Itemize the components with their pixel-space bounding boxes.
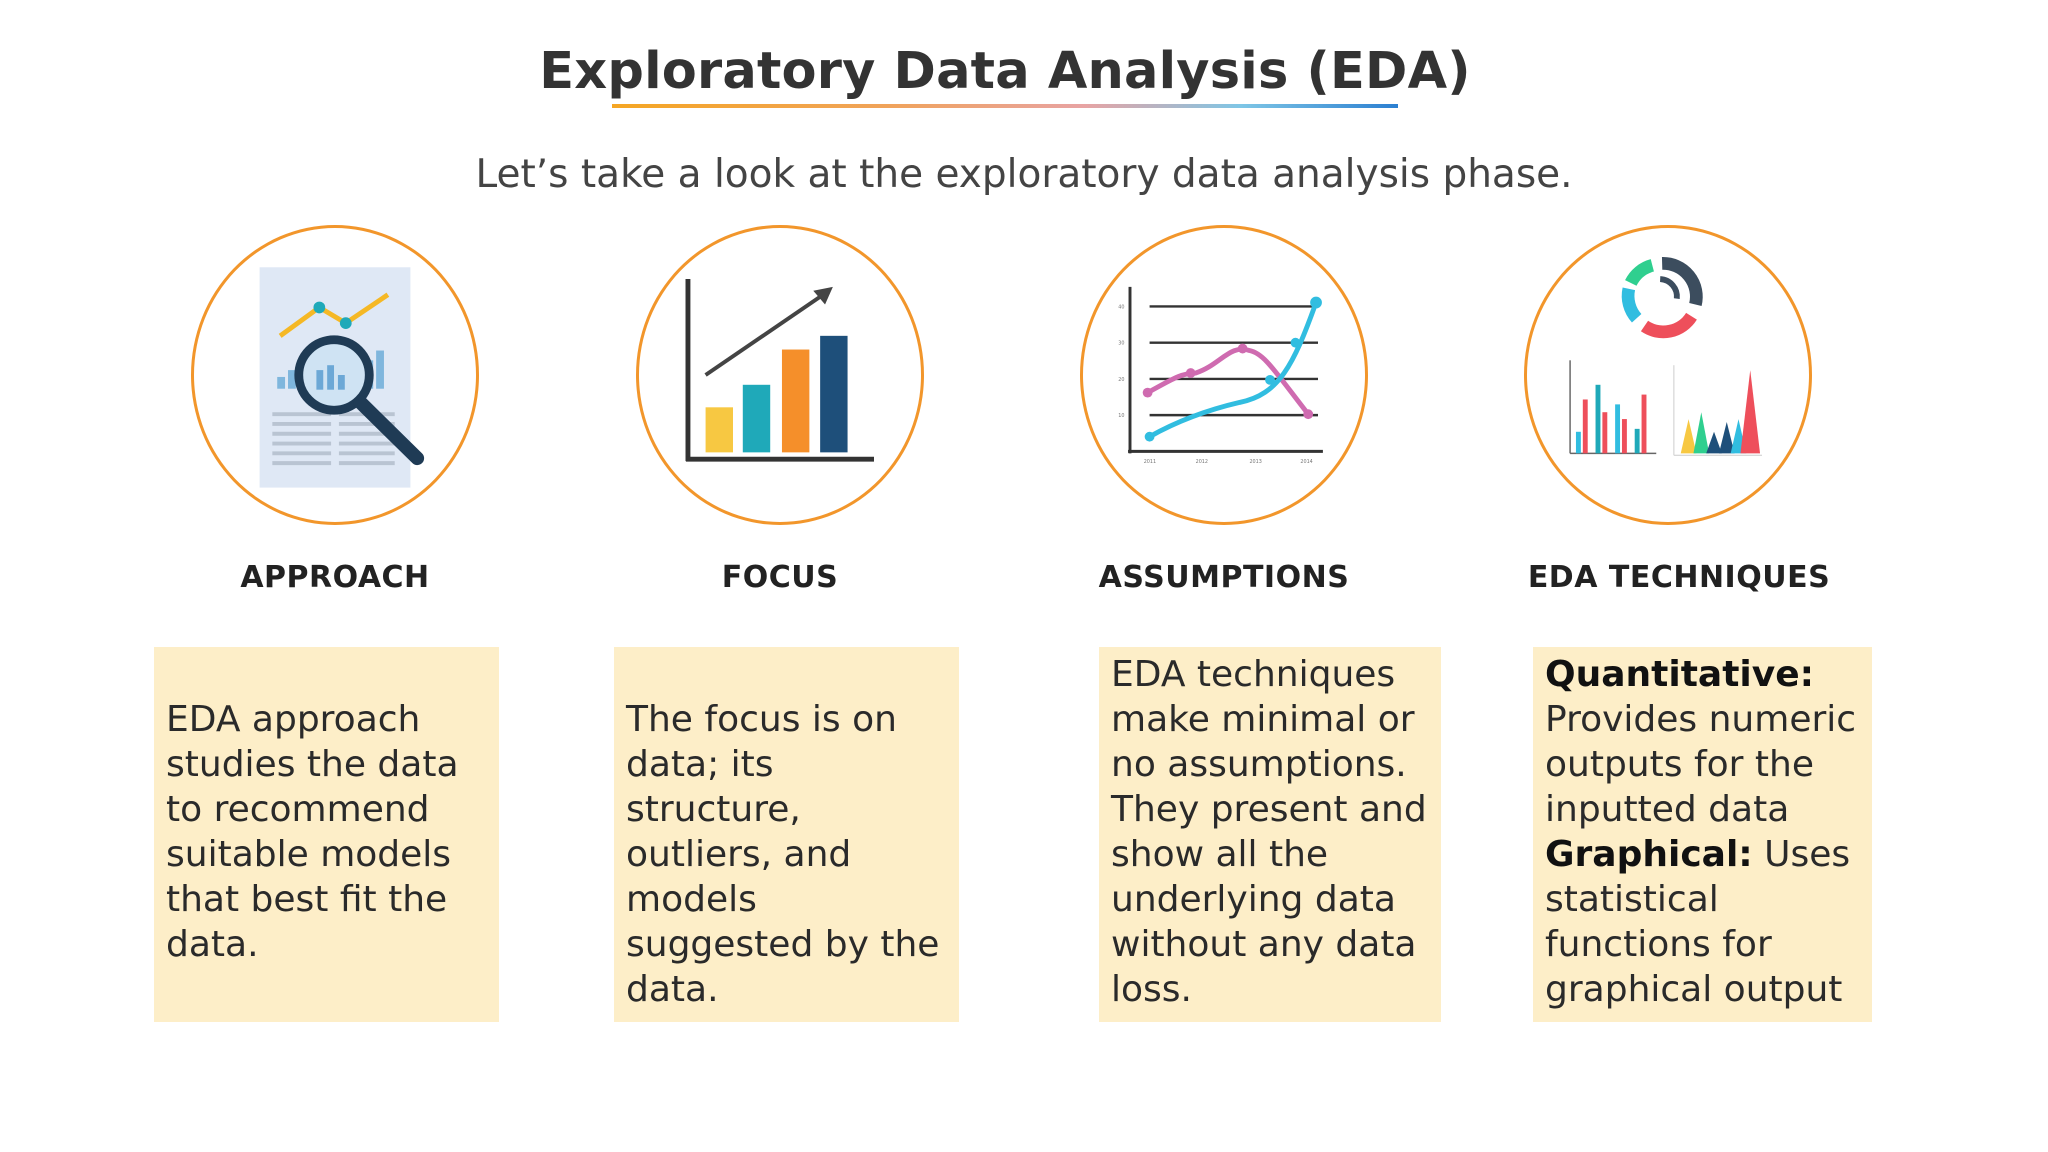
svg-text:30: 30	[1118, 341, 1124, 347]
focus-description-box: The focus is on data; its structure, out…	[614, 647, 959, 1022]
graphical-heading: Graphical:	[1545, 834, 1753, 875]
magnifying-glass-report-icon	[259, 267, 425, 488]
graphical-text: Uses statistical functions for graphical…	[1545, 834, 1851, 1010]
assumptions-description-box: EDA techniques make minimal or no assump…	[1099, 647, 1441, 1022]
page-title: Exploratory Data Analysis (EDA)	[539, 42, 1471, 101]
quantitative-heading: Quantitative:	[1545, 654, 1815, 695]
svg-text:2013: 2013	[1249, 459, 1261, 465]
eda-techniques-icon-ring	[1524, 225, 1812, 525]
focus-label: FOCUS	[721, 560, 839, 595]
growth-bar-chart-icon	[685, 279, 874, 462]
svg-text:2011: 2011	[1144, 459, 1156, 465]
title-underline	[612, 104, 1398, 108]
assumptions-label: ASSUMPTIONS	[1098, 560, 1350, 595]
svg-text:2012: 2012	[1196, 459, 1208, 465]
eda-techniques-description-box: Quantitative: Provides numeric outputs f…	[1533, 647, 1872, 1022]
page-subtitle: Let’s take a look at the exploratory dat…	[475, 152, 1573, 197]
svg-text:10: 10	[1118, 413, 1124, 419]
svg-text:20: 20	[1118, 377, 1124, 383]
eda-techniques-description: Quantitative: Provides numeric outputs f…	[1545, 652, 1864, 1012]
charts-collection-icon	[1569, 257, 1762, 456]
approach-icon-ring	[191, 225, 479, 525]
focus-description: The focus is on data; its structure, out…	[626, 699, 940, 1010]
quantitative-text: Provides numeric outputs for the inputte…	[1545, 699, 1857, 830]
svg-text:2014: 2014	[1300, 459, 1312, 465]
assumptions-icon-ring: 40 30 20 10 2011 2012 2013 2014	[1080, 225, 1368, 525]
approach-label: APPROACH	[240, 560, 430, 595]
svg-text:40: 40	[1118, 304, 1124, 310]
focus-icon-ring	[636, 225, 924, 525]
eda-techniques-label: EDA TECHNIQUES	[1527, 560, 1831, 595]
assumptions-description: EDA techniques make minimal or no assump…	[1111, 654, 1427, 1010]
approach-description: EDA approach studies the data to recomme…	[166, 699, 459, 965]
approach-description-box: EDA approach studies the data to recomme…	[154, 647, 499, 1022]
